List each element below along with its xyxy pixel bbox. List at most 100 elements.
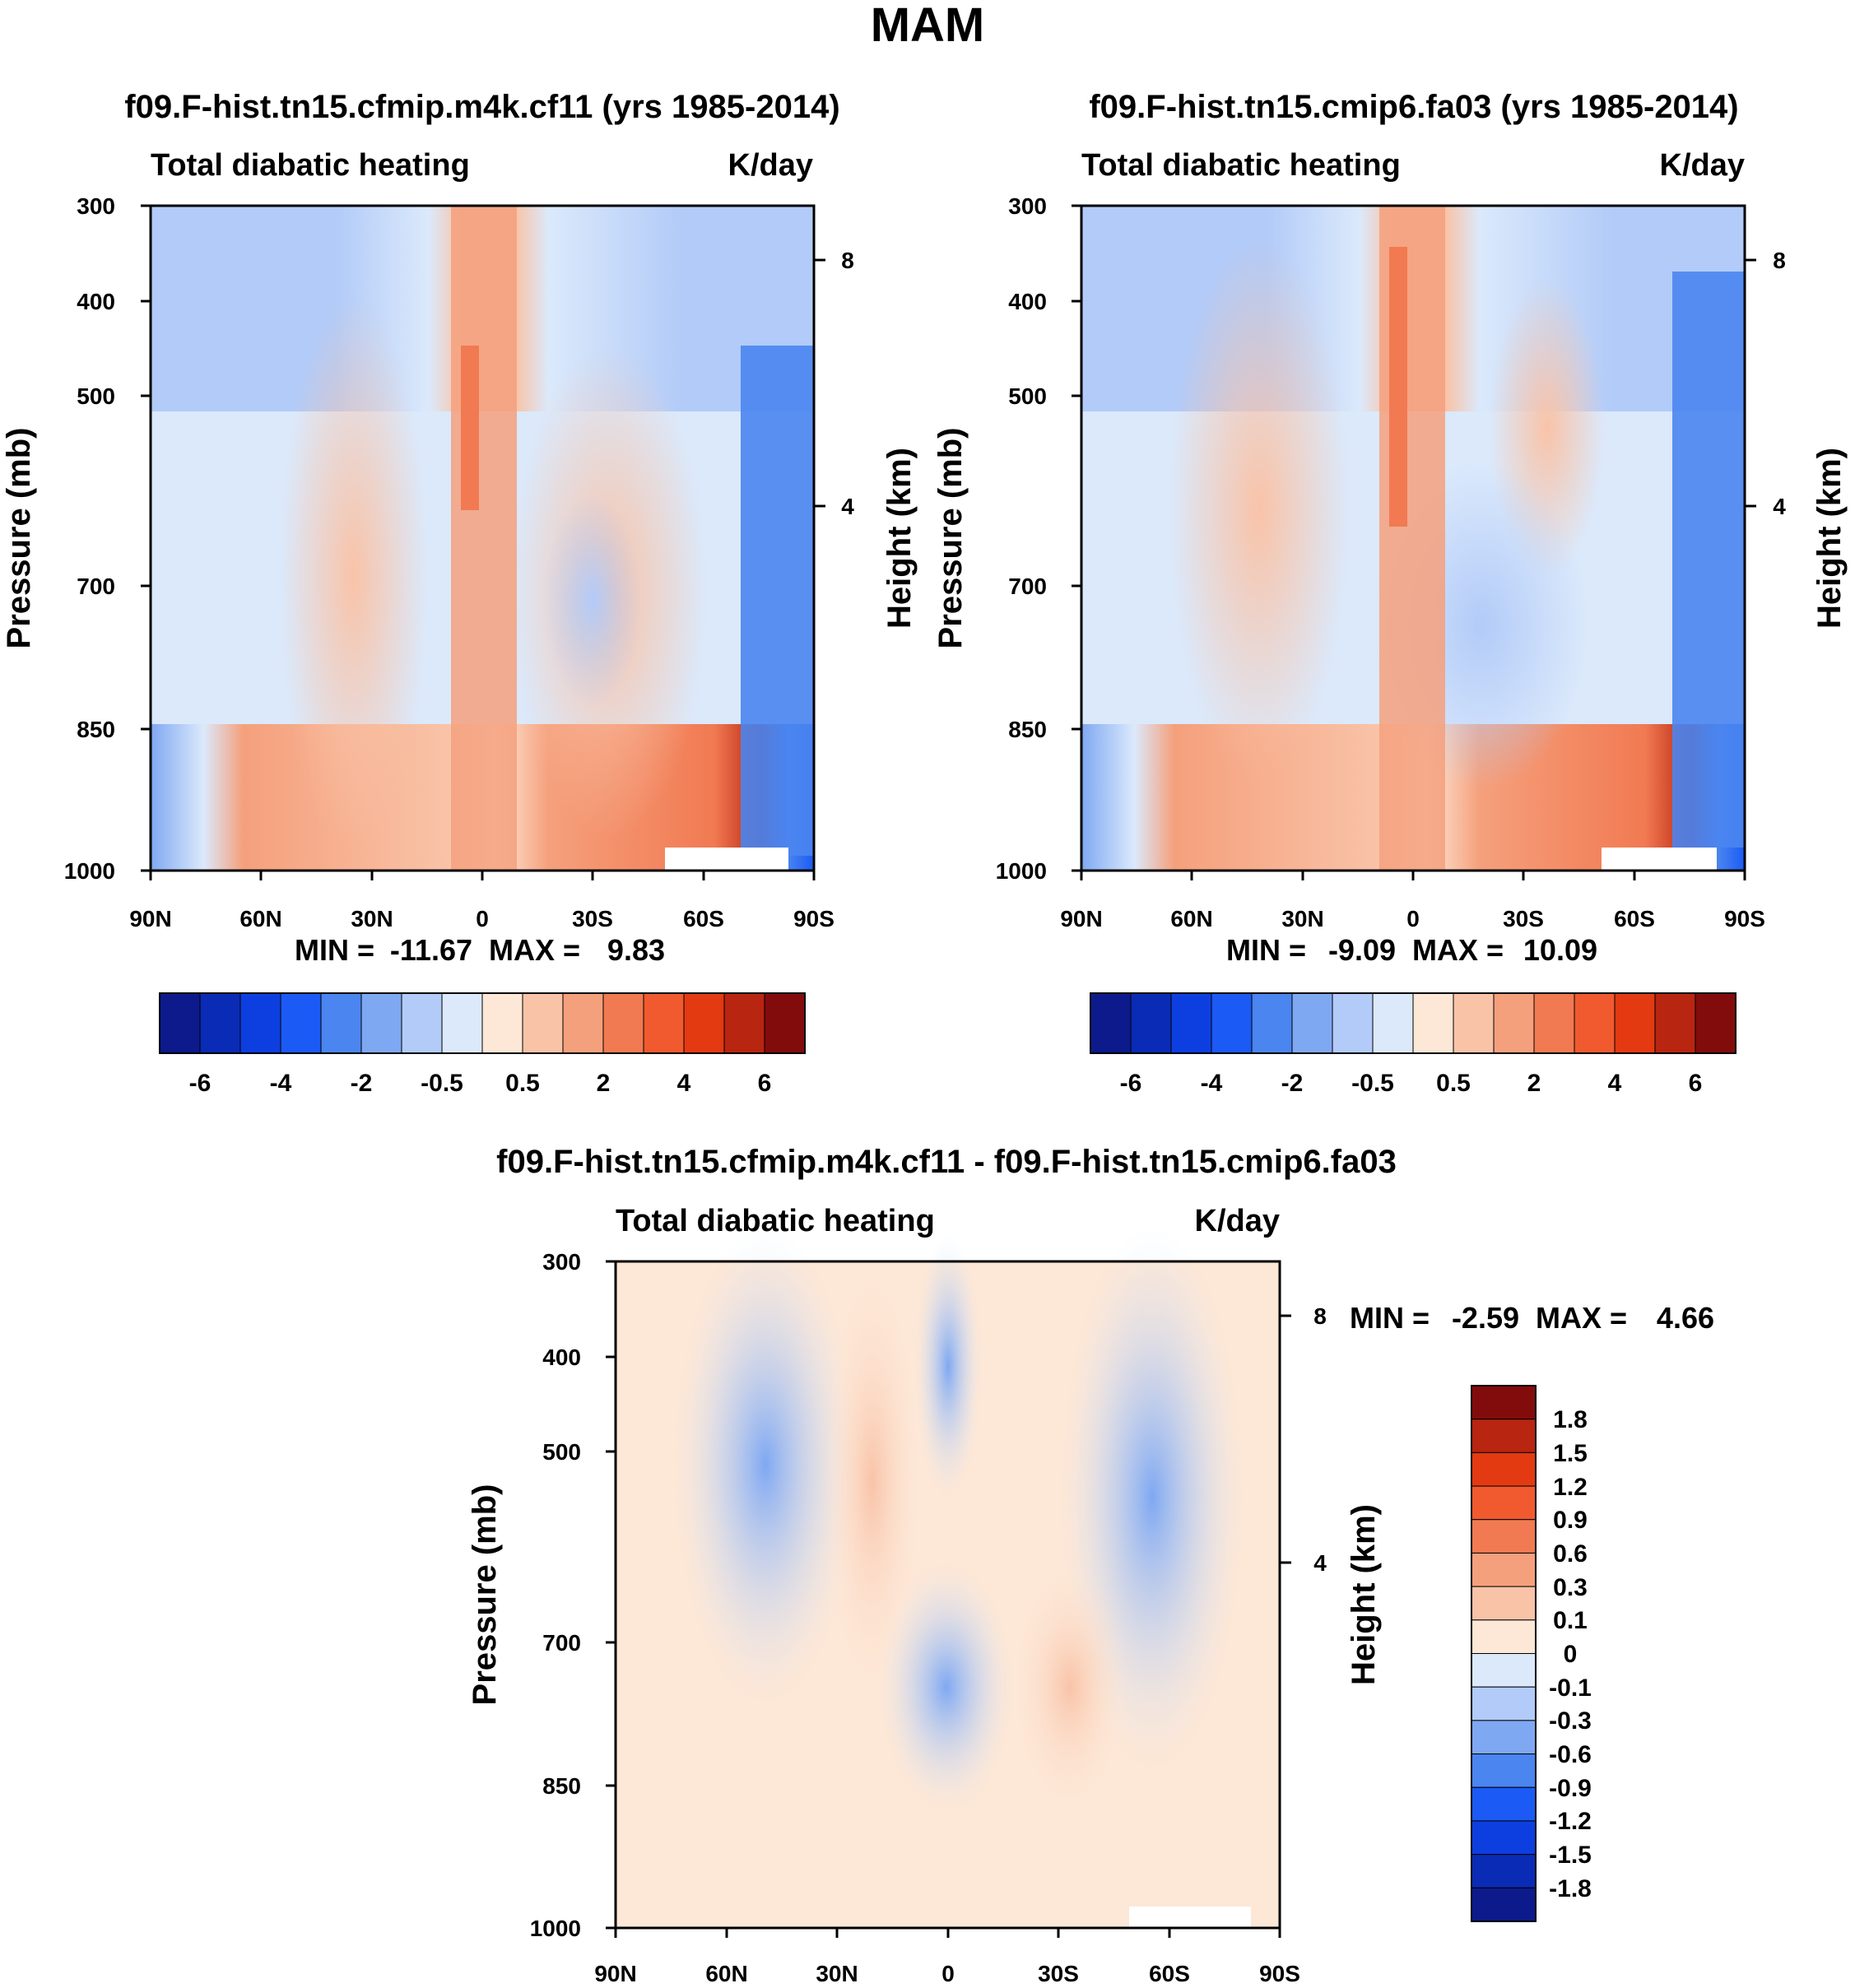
- x-tick-label: 60S: [1149, 1961, 1190, 1986]
- panel-top-left: f09.F-hist.tn15.cfmip.m4k.cf11 (yrs 1985…: [1, 89, 918, 1097]
- colorbar-labels: 1.8 1.5 1.2 0.9 0.6 0.3 0.1 0 -0.1 -0.3 …: [1549, 1406, 1592, 1902]
- plot-frame: [1072, 204, 1756, 880]
- panel-title: f09.F-hist.tn15.cfmip.m4k.cf11 - f09.F-h…: [496, 1144, 1397, 1180]
- x-tick-labels: 90N 60N 30N 0 30S 60S 90S: [129, 906, 835, 931]
- y-tick-label: 300: [1008, 193, 1047, 219]
- colorbar-swatch: [401, 992, 443, 1054]
- colorbar-swatch: [1090, 992, 1132, 1054]
- colorbar-swatch: [522, 992, 564, 1054]
- colorbar-swatch: [1471, 1619, 1537, 1654]
- x-tick-label: 90S: [1724, 906, 1765, 931]
- units-label: K/day: [1195, 1204, 1280, 1238]
- colorbar: -6 -4 -2 -0.5 0.5 2 4 6: [159, 992, 806, 1097]
- colorbar-swatch: [1471, 1385, 1537, 1420]
- colorbar-border: [159, 992, 806, 1054]
- panel-top-right: f09.F-hist.tn15.cmip6.fa03 (yrs 1985-201…: [932, 89, 1848, 1097]
- x-tick-label: 90N: [129, 906, 171, 931]
- y-tick-label: 400: [77, 289, 115, 314]
- colorbar-swatch: [481, 992, 523, 1054]
- colorbar-swatch: [1471, 1552, 1537, 1587]
- colorbar-swatch: [1471, 1586, 1537, 1621]
- x-tick-label: 30N: [351, 906, 393, 931]
- panel-bottom: f09.F-hist.tn15.cfmip.m4k.cf11 - f09.F-h…: [467, 1144, 1714, 1986]
- colorbar-swatch: [764, 992, 806, 1054]
- colorbar-swatch: [199, 992, 241, 1054]
- colorbar-swatch: [1211, 992, 1253, 1054]
- colorbar-label: 0.3: [1553, 1574, 1588, 1601]
- colorbar-label: 2: [1527, 1070, 1541, 1097]
- x-tick-label: 30S: [1503, 906, 1544, 931]
- panel-title: f09.F-hist.tn15.cfmip.m4k.cf11 (yrs 1985…: [124, 89, 839, 125]
- x-tick-label: 90S: [1259, 1961, 1300, 1986]
- y-tick-label: 300: [542, 1249, 581, 1275]
- y-tick-label: 500: [77, 383, 115, 409]
- colorbar-swatch: [1453, 992, 1495, 1054]
- x-tick-label: 60S: [1614, 906, 1655, 931]
- field-missing-region: [1602, 848, 1717, 871]
- colorbar-swatch: [643, 992, 685, 1054]
- colorbar-label: 2: [597, 1070, 611, 1097]
- colorbar-label: 0.5: [1436, 1070, 1471, 1097]
- colorbar-swatch: [1130, 992, 1172, 1054]
- colorbar-label: 0.9: [1553, 1507, 1588, 1534]
- colorbar-label: -2: [1281, 1070, 1304, 1097]
- colorbar-label: 0.5: [505, 1070, 540, 1097]
- colorbar: -6 -4 -2 -0.5 0.5 2 4 6: [1090, 992, 1736, 1097]
- contour-field: [616, 1226, 1280, 1928]
- y-tick-label: 400: [542, 1345, 581, 1370]
- colorbar-swatch: [1695, 992, 1736, 1054]
- colorbar-label: -0.1: [1549, 1674, 1592, 1702]
- y-tick-label: 850: [1008, 717, 1047, 742]
- x-tick-label: 60N: [1170, 906, 1212, 931]
- min-value: -9.09: [1328, 933, 1396, 967]
- colorbar-border: [1090, 992, 1736, 1054]
- colorbar-swatch: [1614, 992, 1656, 1054]
- colorbar-label: 6: [1689, 1070, 1703, 1097]
- colorbar-label: 0: [1564, 1641, 1578, 1668]
- y-tick-labels: 300 400 500 700 850 1000 8 4: [530, 1249, 1327, 1941]
- colorbar-swatch: [1170, 992, 1212, 1054]
- colorbar-swatch: [441, 992, 483, 1054]
- colorbar-swatch: [1372, 992, 1414, 1054]
- colorbar-label: 4: [677, 1070, 691, 1097]
- x-tick-label: 30N: [816, 1961, 858, 1986]
- units-label: K/day: [728, 148, 813, 183]
- colorbar-swatch: [723, 992, 765, 1054]
- colorbar-border: [1471, 1385, 1537, 1922]
- min-max-readout: MIN = -11.67 MAX = 9.83: [295, 933, 665, 967]
- x-tick-label: 60S: [683, 906, 724, 931]
- colorbar-label: 0.6: [1553, 1540, 1588, 1568]
- y-tick-label: 700: [542, 1630, 581, 1656]
- x-tick-label: 0: [476, 906, 489, 931]
- variable-label: Total diabatic heating: [151, 148, 470, 183]
- contour-field: [151, 206, 814, 871]
- colorbar-label: -1.8: [1549, 1875, 1592, 1902]
- x-tick-label: 30S: [1038, 1961, 1079, 1986]
- y-tick-label: 300: [77, 193, 115, 219]
- colorbar-swatch: [1251, 992, 1293, 1054]
- y-tick-label: 500: [1008, 383, 1047, 409]
- max-value: 9.83: [607, 933, 665, 967]
- figure-title: MAM: [871, 0, 985, 52]
- y-tick-labels: 300 400 500 700 850 1000 8 4: [996, 193, 1787, 884]
- colorbar-swatches: [159, 992, 806, 1054]
- colorbar-label: -4: [1201, 1070, 1223, 1097]
- colorbar-swatch: [683, 992, 725, 1054]
- colorbar-label: 0.1: [1553, 1607, 1588, 1634]
- max-label: MAX =: [1412, 933, 1504, 967]
- x-tick-label: 90N: [594, 1961, 636, 1986]
- y-right-tick-label: 8: [1773, 248, 1786, 273]
- colorbar-swatch: [602, 992, 644, 1054]
- field-equatorial-cool: [915, 1234, 981, 1498]
- min-max-readout: MIN = -2.59 MAX = 4.66: [1350, 1301, 1714, 1335]
- colorbar-swatch: [1533, 992, 1575, 1054]
- variable-label: Total diabatic heating: [1081, 148, 1401, 183]
- colorbar-label: -0.9: [1549, 1775, 1592, 1802]
- field-warm-lobe: [823, 1267, 922, 1695]
- max-value: 4.66: [1657, 1301, 1714, 1335]
- colorbar-label: -0.5: [421, 1070, 463, 1097]
- colorbar-label: -0.5: [1351, 1070, 1394, 1097]
- colorbar-swatch: [1471, 1419, 1537, 1453]
- y-tick-label: 1000: [530, 1916, 581, 1941]
